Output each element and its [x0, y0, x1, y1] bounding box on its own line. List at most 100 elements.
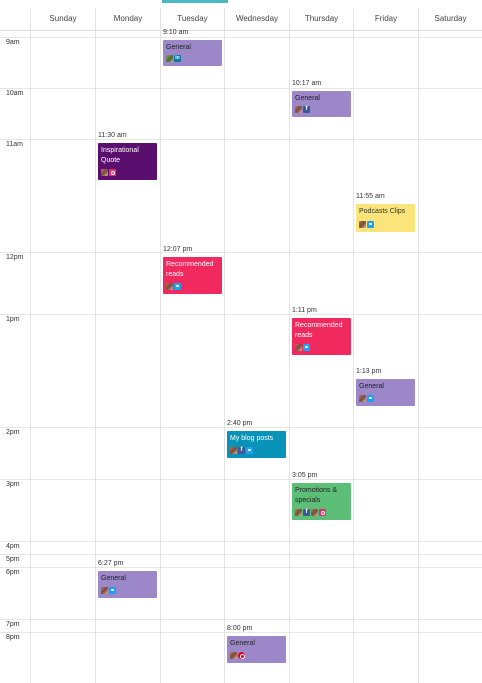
instagram-icon [109, 169, 116, 176]
avatar-icon [311, 509, 318, 516]
avatar-icon [166, 283, 173, 290]
event-time: 9:10 am [163, 29, 189, 36]
avatar-icon [359, 221, 366, 228]
time-label: 7pm [6, 621, 20, 628]
event-channel-icons [166, 283, 181, 291]
column-divider [30, 31, 31, 683]
day-header-saturday: Saturday [418, 8, 482, 30]
avatar-icon [101, 587, 108, 594]
day-header-tuesday: Tuesday [160, 8, 224, 30]
event-title: General [101, 575, 126, 582]
time-label: 6pm [6, 569, 20, 576]
avatar-icon [295, 344, 302, 351]
time-label: 10am [6, 90, 24, 97]
event-channel-icons: f [230, 447, 253, 455]
column-divider [95, 31, 96, 683]
event-time: 3:05 pm [292, 472, 318, 479]
time-row[interactable] [0, 37, 482, 88]
event-time: 1:11 pm [292, 307, 317, 314]
calendar-event[interactable]: General [356, 379, 415, 406]
time-label: 2pm [6, 429, 20, 436]
event-channel-icons: f [295, 106, 310, 114]
calendar-event[interactable]: Promotions & specials f [292, 483, 351, 520]
avatar-icon [359, 395, 366, 402]
column-divider [289, 31, 290, 683]
event-title: My blog posts [230, 435, 274, 442]
event-channel-icons [359, 221, 374, 229]
time-row[interactable] [0, 619, 482, 632]
day-header-monday: Monday [95, 8, 160, 30]
pinterest-icon [238, 652, 245, 659]
calendar-event[interactable]: General f [292, 91, 351, 117]
time-row[interactable] [0, 88, 482, 139]
day-header-wednesday: Wednesday [224, 8, 289, 30]
event-channel-icons [101, 169, 116, 177]
facebook-icon: f [303, 106, 310, 113]
twitter-icon [303, 344, 310, 351]
twitter-icon [367, 221, 374, 228]
event-title: General [359, 383, 384, 390]
time-row[interactable] [0, 541, 482, 554]
avatar-icon [295, 509, 302, 516]
column-divider [418, 31, 419, 683]
event-title: Promotions & specials [295, 487, 338, 504]
time-row[interactable] [0, 479, 482, 541]
event-time: 2:40 pm [227, 420, 253, 427]
calendar-event[interactable]: Podcasts Clips [356, 204, 415, 232]
calendar-event[interactable]: Recommended reads [292, 318, 351, 355]
event-time: 1:13 pm [356, 368, 382, 375]
event-time: 6:27 pm [98, 560, 124, 567]
event-channel-icons [101, 587, 116, 595]
event-title: Podcasts Clips [359, 208, 406, 215]
event-title: Recommended reads [166, 261, 214, 278]
twitter-icon [174, 283, 181, 290]
twitter-icon [367, 395, 374, 402]
calendar-event[interactable]: My blog posts f [227, 431, 286, 458]
event-title: Recommended reads [295, 322, 343, 339]
event-title: General [230, 640, 255, 647]
calendar-event[interactable]: General [98, 571, 157, 598]
time-label: 9am [6, 39, 20, 46]
time-row[interactable] [0, 567, 482, 619]
event-time: 10:17 am [292, 80, 322, 87]
time-row[interactable] [0, 139, 482, 252]
event-title: General [166, 44, 191, 51]
time-row[interactable] [0, 554, 482, 567]
twitter-icon [246, 447, 253, 454]
time-row[interactable] [0, 314, 482, 427]
top-bar [0, 0, 482, 8]
event-channel-icons [230, 652, 245, 660]
column-divider [224, 31, 225, 683]
instagram-icon [319, 509, 326, 516]
event-title: Inspirational Quote [101, 147, 139, 164]
day-header-thursday: Thursday [289, 8, 353, 30]
time-row[interactable] [0, 427, 482, 479]
event-title: General [295, 95, 320, 102]
time-label: 8pm [6, 634, 20, 641]
time-row[interactable] [0, 252, 482, 314]
linkedin-icon: in [174, 55, 181, 62]
avatar-icon [295, 106, 302, 113]
event-channel-icons [359, 395, 374, 403]
event-channel-icons: in [166, 55, 181, 63]
facebook-icon: f [303, 509, 310, 516]
time-row[interactable] [0, 632, 482, 683]
column-divider [353, 31, 354, 683]
calendar-event[interactable]: Inspirational Quote [98, 143, 157, 180]
day-header-friday: Friday [353, 8, 418, 30]
day-header-row: Sunday Monday Tuesday Wednesday Thursday Frid… [0, 8, 482, 31]
twitter-icon [109, 587, 116, 594]
calendar-event[interactable]: General in [163, 40, 222, 66]
avatar-icon [166, 55, 173, 62]
avatar-icon [230, 447, 237, 454]
time-label: 11am [6, 141, 23, 148]
time-label: 3pm [6, 481, 20, 488]
time-label: 4pm [6, 543, 20, 550]
calendar-event[interactable]: Recommended reads [163, 257, 222, 294]
day-header-sunday: Sunday [30, 8, 95, 30]
calendar-event[interactable]: General [227, 636, 286, 663]
time-label: 1pm [6, 316, 20, 323]
event-channel-icons: f [295, 509, 326, 517]
column-divider [160, 31, 161, 683]
active-tab-indicator [162, 0, 228, 3]
